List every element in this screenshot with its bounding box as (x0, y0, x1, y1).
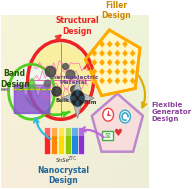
Circle shape (103, 108, 113, 121)
Polygon shape (99, 50, 105, 57)
FancyBboxPatch shape (78, 127, 84, 154)
Polygon shape (99, 59, 105, 66)
Text: Film: Film (83, 100, 96, 105)
Point (48, 69, 51, 72)
Polygon shape (107, 77, 113, 84)
Point (68, 73, 71, 76)
FancyBboxPatch shape (58, 127, 64, 136)
FancyBboxPatch shape (58, 127, 64, 154)
Ellipse shape (76, 100, 79, 107)
Polygon shape (114, 77, 120, 84)
FancyBboxPatch shape (44, 127, 50, 136)
Polygon shape (107, 68, 113, 75)
Text: ♥: ♥ (113, 128, 122, 138)
Text: Nanocrystal
Design: Nanocrystal Design (37, 166, 89, 185)
Polygon shape (99, 68, 105, 75)
Text: Band
Design: Band Design (0, 69, 30, 89)
Polygon shape (107, 50, 113, 57)
Polygon shape (122, 77, 128, 84)
Ellipse shape (76, 89, 79, 96)
Point (45, 81, 48, 84)
Polygon shape (107, 59, 113, 66)
Polygon shape (130, 50, 136, 57)
Polygon shape (114, 50, 120, 57)
Polygon shape (122, 50, 128, 57)
Polygon shape (130, 77, 136, 84)
Polygon shape (91, 77, 98, 84)
Circle shape (10, 66, 53, 118)
Text: Thermoelectric
Material: Thermoelectric Material (48, 75, 99, 85)
FancyBboxPatch shape (71, 127, 78, 154)
Text: Structural
Design: Structural Design (56, 16, 99, 36)
FancyBboxPatch shape (51, 127, 57, 154)
Ellipse shape (79, 96, 85, 101)
Point (73, 88, 76, 91)
Text: Flexible
Generator
Design: Flexible Generator Design (152, 102, 192, 122)
Polygon shape (122, 68, 128, 75)
Circle shape (107, 113, 109, 116)
Polygon shape (114, 68, 120, 75)
Polygon shape (85, 30, 140, 96)
FancyBboxPatch shape (44, 127, 50, 154)
Polygon shape (130, 68, 136, 75)
Circle shape (120, 110, 130, 123)
Text: Bulk: Bulk (55, 98, 69, 103)
Polygon shape (122, 40, 128, 48)
Polygon shape (61, 78, 94, 118)
Polygon shape (99, 40, 105, 48)
Polygon shape (91, 59, 98, 66)
Text: Filler
Design: Filler Design (101, 1, 131, 20)
Polygon shape (114, 40, 120, 48)
FancyBboxPatch shape (78, 127, 84, 136)
Point (63, 65, 66, 68)
Text: ⊠: ⊠ (104, 133, 110, 139)
Polygon shape (130, 59, 136, 66)
FancyBboxPatch shape (65, 127, 71, 136)
FancyBboxPatch shape (71, 127, 78, 136)
Circle shape (71, 90, 84, 106)
Ellipse shape (70, 96, 76, 101)
Polygon shape (107, 40, 113, 48)
Polygon shape (91, 50, 98, 57)
Text: ZTC: ZTC (68, 156, 78, 161)
Point (55, 89, 58, 92)
Polygon shape (92, 94, 143, 152)
Text: SnSe: SnSe (56, 158, 70, 163)
FancyBboxPatch shape (65, 127, 71, 154)
Polygon shape (91, 68, 98, 75)
FancyBboxPatch shape (102, 131, 113, 140)
Circle shape (30, 43, 91, 117)
Polygon shape (114, 59, 120, 66)
FancyBboxPatch shape (51, 127, 57, 136)
Polygon shape (99, 77, 105, 84)
Polygon shape (122, 59, 128, 66)
